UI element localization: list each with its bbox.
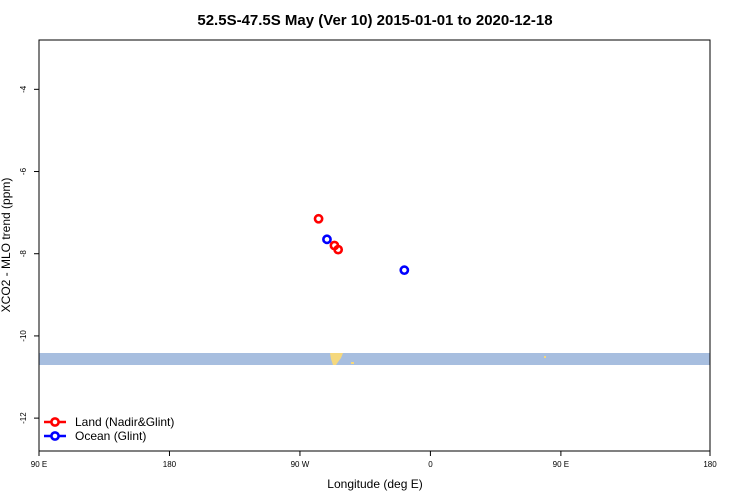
legend-label: Ocean (Glint) [75,429,146,443]
x-tick-label: 180 [703,460,717,469]
land-shape-islands [351,362,354,364]
data-point-series-0-0 [313,213,324,224]
y-axis: -4 -6 -8 -10 -12 [19,85,39,424]
plot-frame [38,39,711,452]
y-tick-label: -12 [19,412,28,424]
x-axis: 90 E 180 90 W 0 90 E 180 [31,451,717,469]
data-point-series-0-2 [333,244,344,255]
chart-title: 52.5S-47.5S May (Ver 10) 2015-01-01 to 2… [197,12,552,29]
x-tick-label: 0 [428,460,433,469]
legend-marker [50,431,60,441]
data-point-series-1-1 [399,265,410,276]
land-shape-south-america [330,353,343,365]
x-tick-label: 90 E [553,460,569,469]
latitude-band [39,353,710,365]
y-tick-label: -8 [19,250,28,258]
y-tick-label: -6 [19,167,28,175]
x-tick-label: 180 [163,460,177,469]
y-tick-label: -4 [19,85,28,93]
x-tick-label: 90 W [291,460,310,469]
legend-label: Land (Nadir&Glint) [75,415,174,429]
x-tick-label: 90 E [31,460,47,469]
data-point-series-1-0 [322,234,332,245]
y-axis-label: XCO2 - MLO trend (ppm) [0,178,13,313]
y-tick-label: -10 [19,330,28,342]
x-axis-label: Longitude (deg E) [327,477,422,491]
plot-area [39,213,710,365]
legend-marker [50,417,60,427]
legend: Land (Nadir&Glint)Ocean (Glint) [44,415,174,443]
land-shape-kerguelen [544,356,546,358]
